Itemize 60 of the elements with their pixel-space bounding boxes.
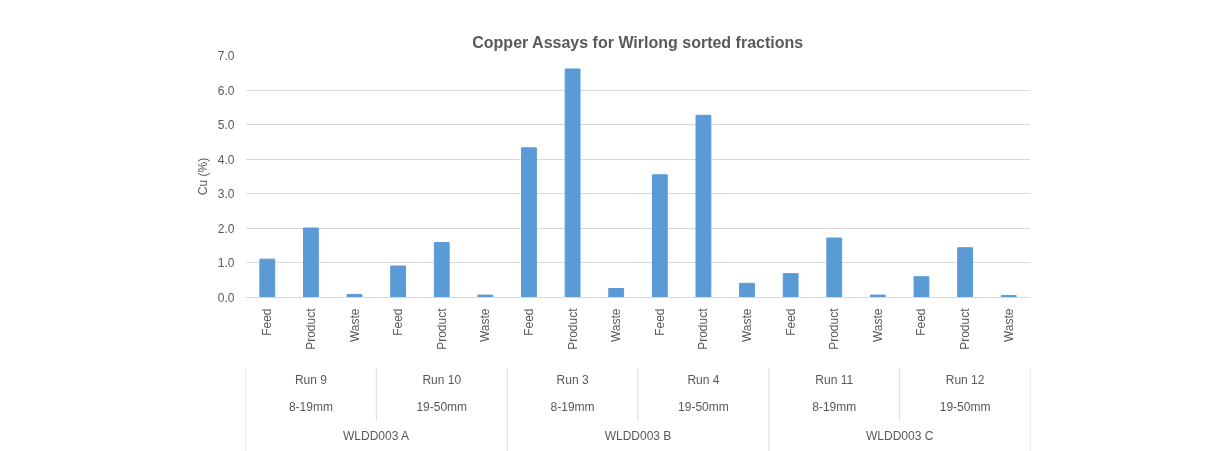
text: 19-50mm	[678, 399, 729, 414]
bar	[521, 147, 537, 298]
x-tick-label: Product	[565, 307, 580, 350]
x-tick-label: Product	[958, 307, 973, 350]
y-tick-label: 6.0	[217, 83, 235, 98]
y-axis-title: Cu (%)	[195, 157, 210, 196]
y-tick-label: 3.0	[217, 187, 235, 202]
text: Run 9	[294, 373, 328, 388]
x-tick-label: Waste	[740, 308, 755, 343]
x-tick-label: Waste	[1001, 308, 1016, 343]
x-tick-label: Product	[696, 307, 711, 350]
text: WLDD003 C	[865, 429, 934, 444]
bar	[869, 294, 886, 298]
bar	[564, 68, 581, 298]
x-tick-label: Feed	[521, 308, 536, 336]
chart-title: Copper Assays for Wirlong sorted fractions	[472, 33, 804, 51]
bar	[957, 247, 973, 298]
bar	[739, 282, 755, 298]
text: 8-19mm	[288, 399, 333, 414]
text: 19-50mm	[416, 399, 468, 414]
x-tick-label: Feed	[783, 308, 798, 336]
y-tick-label: 1.0	[217, 256, 235, 271]
bar	[826, 237, 843, 298]
x-tick-label: Waste	[609, 308, 624, 343]
text: 19-50mm	[939, 399, 991, 414]
text: WLDD003 A	[342, 429, 410, 444]
y-tick-label: 7.0	[217, 49, 235, 63]
text: Run 4	[687, 373, 720, 388]
bar	[695, 114, 712, 298]
bar	[608, 288, 625, 298]
x-tick-label: Product	[434, 307, 449, 350]
text: Run 10	[422, 373, 462, 388]
text: Run 11	[815, 373, 854, 388]
x-tick-label: Feed	[914, 308, 929, 336]
bar	[782, 273, 799, 298]
bar	[390, 265, 407, 298]
bar	[651, 174, 668, 298]
x-tick-label: Product	[303, 307, 318, 350]
y-tick-label: 0.0	[217, 291, 235, 305]
bar	[477, 294, 494, 298]
x-tick-label: Waste	[478, 308, 493, 343]
x-tick-label: Feed	[652, 308, 667, 336]
x-tick-label: Feed	[391, 308, 406, 336]
text: WLDD003 B	[604, 429, 672, 444]
y-tick-label: 2.0	[217, 221, 235, 236]
text: Run 3	[556, 373, 589, 388]
bar	[303, 227, 319, 298]
x-tick-label: Waste	[347, 308, 362, 343]
x-tick-label: Feed	[260, 308, 275, 336]
y-tick-label: 5.0	[217, 118, 235, 133]
bar	[913, 276, 930, 298]
text: 8-19mm	[550, 399, 595, 414]
text: 8-19mm	[812, 399, 857, 414]
x-tick-label: Product	[827, 307, 842, 350]
text: Run 12	[945, 373, 985, 388]
bar	[259, 258, 276, 298]
y-tick-label: 4.0	[217, 152, 235, 167]
x-tick-label: Waste	[870, 308, 885, 343]
bar	[433, 242, 450, 298]
bar	[346, 293, 363, 298]
